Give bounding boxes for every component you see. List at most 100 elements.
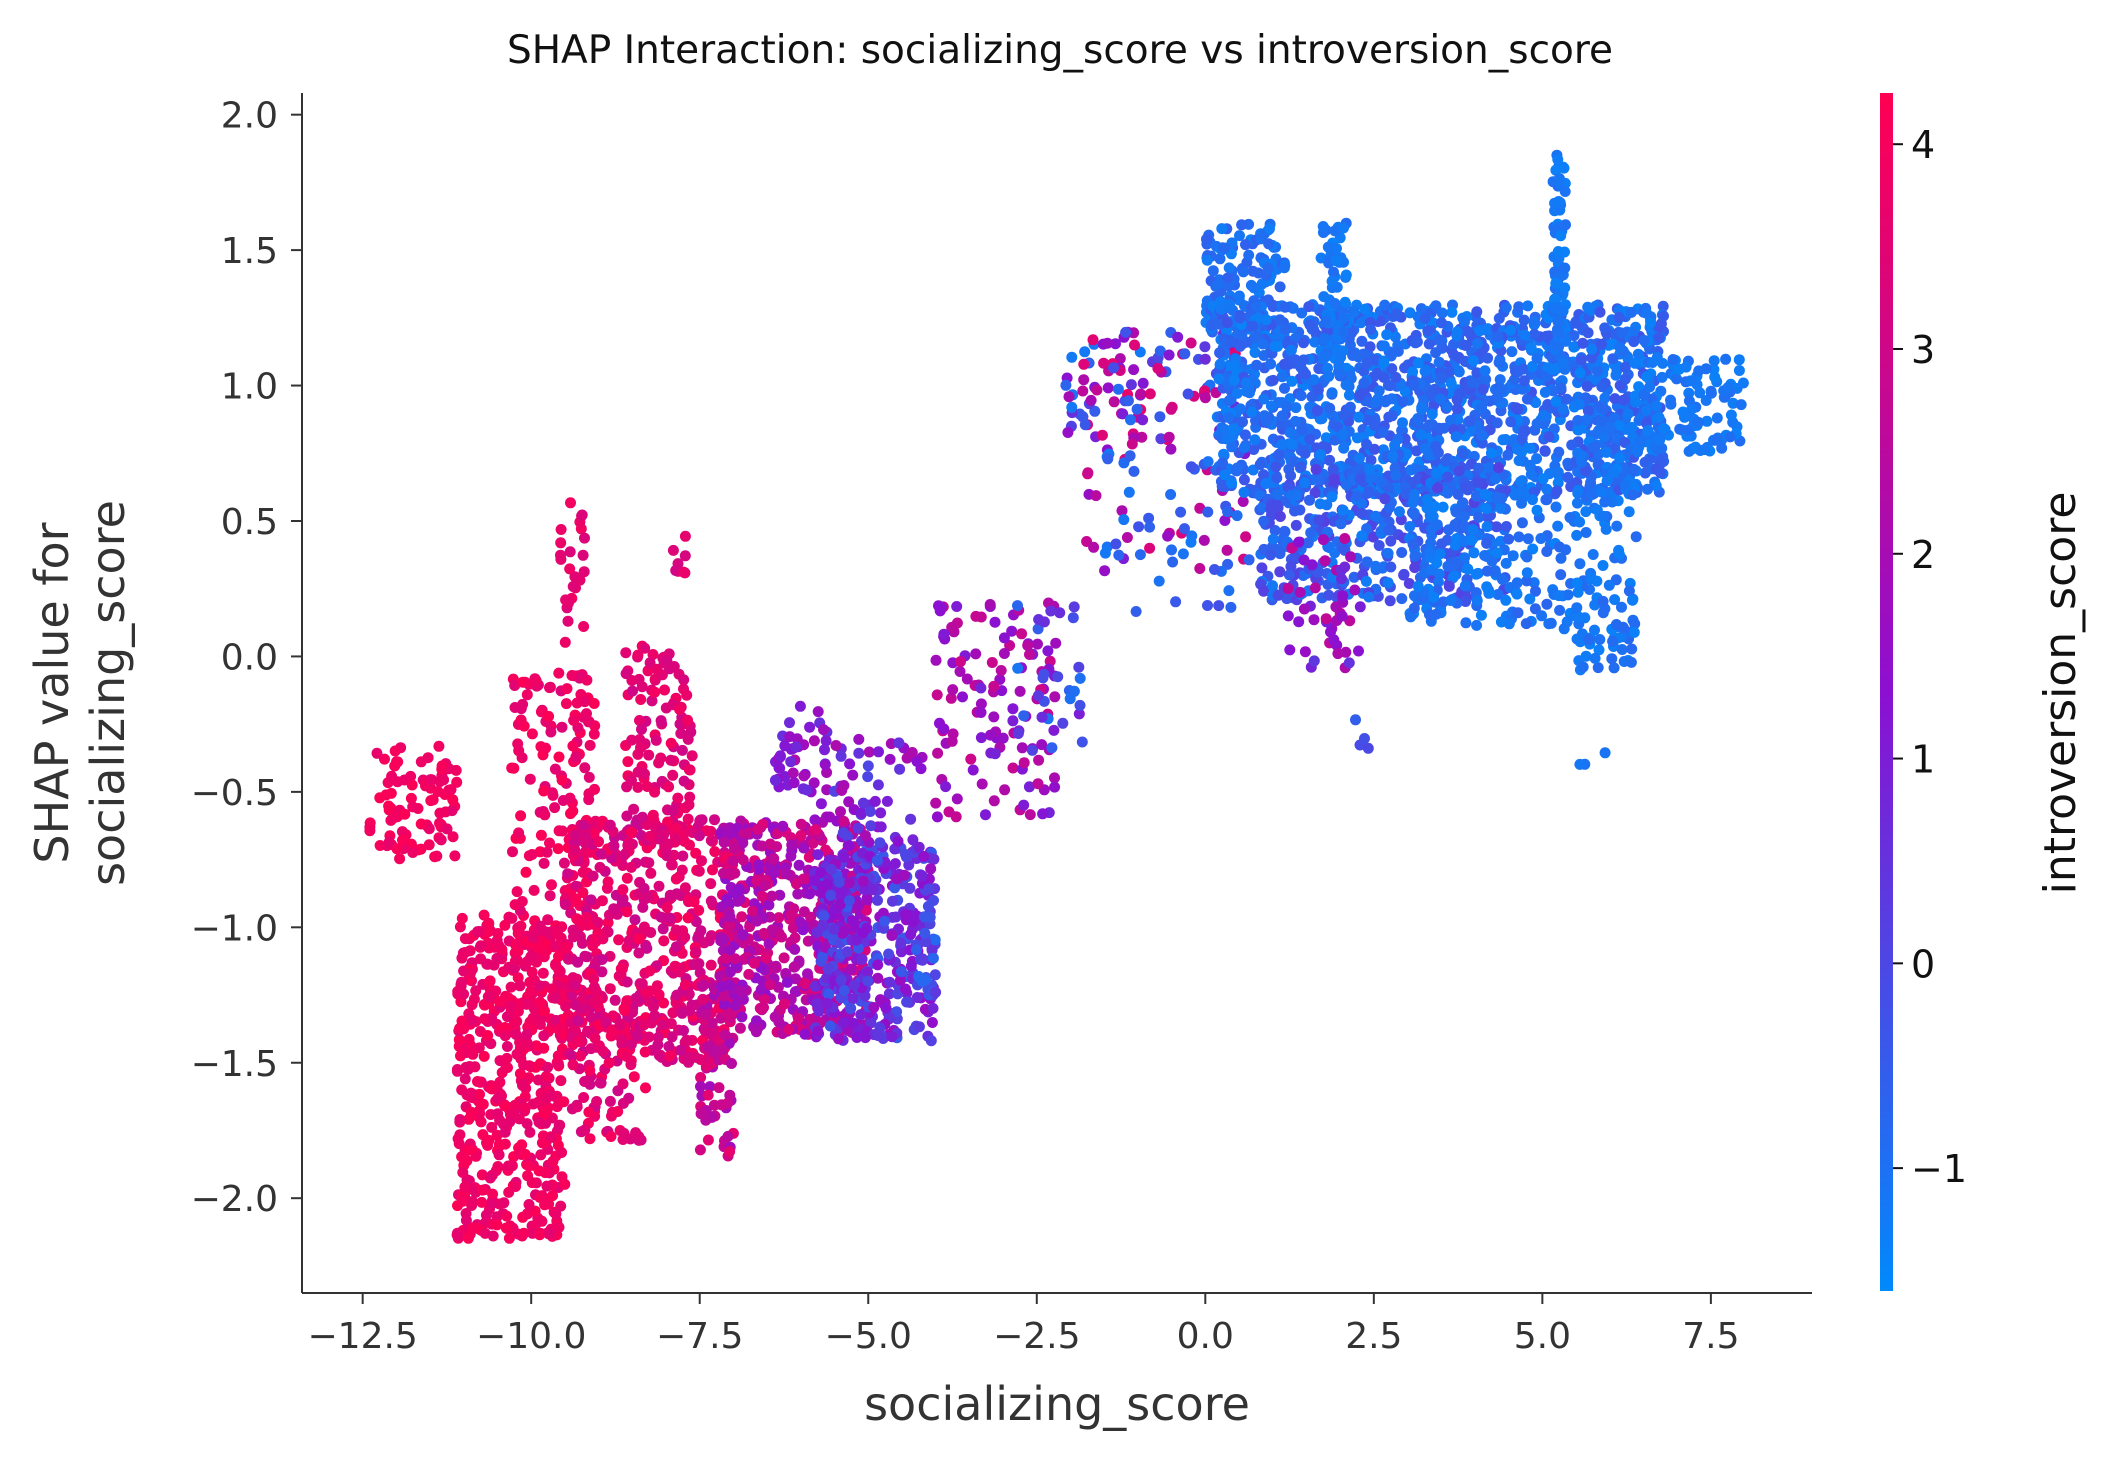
data-point bbox=[478, 909, 490, 921]
data-point bbox=[1641, 307, 1652, 319]
data-point bbox=[883, 948, 895, 960]
data-point bbox=[1311, 405, 1323, 417]
data-point bbox=[773, 762, 785, 774]
data-point bbox=[592, 917, 604, 928]
data-point bbox=[925, 863, 937, 875]
data-point bbox=[579, 1076, 591, 1087]
data-point bbox=[756, 840, 768, 852]
data-point bbox=[658, 935, 670, 947]
data-point bbox=[769, 774, 781, 786]
data-point bbox=[846, 915, 858, 927]
data-point bbox=[1423, 338, 1435, 350]
data-point bbox=[1085, 394, 1097, 406]
data-point bbox=[1274, 511, 1286, 522]
data-point bbox=[617, 884, 629, 896]
data-point bbox=[867, 884, 879, 896]
data-point bbox=[578, 566, 590, 578]
data-point bbox=[747, 905, 759, 917]
data-point bbox=[511, 886, 523, 898]
data-point bbox=[1179, 348, 1191, 360]
data-point bbox=[1284, 427, 1296, 438]
data-point bbox=[652, 1032, 664, 1043]
data-point bbox=[1265, 549, 1276, 561]
data-point bbox=[579, 532, 590, 544]
data-point bbox=[1295, 390, 1307, 402]
data-point bbox=[1289, 415, 1301, 427]
data-point bbox=[636, 681, 648, 693]
data-point bbox=[817, 920, 829, 932]
data-point bbox=[702, 1134, 714, 1146]
data-point bbox=[527, 932, 539, 944]
data-point bbox=[1153, 575, 1165, 587]
data-point bbox=[535, 829, 547, 841]
data-point bbox=[1397, 417, 1408, 429]
data-point bbox=[618, 849, 630, 861]
data-point bbox=[938, 628, 950, 640]
data-point bbox=[435, 834, 447, 846]
data-point bbox=[578, 819, 590, 831]
data-point bbox=[1596, 381, 1608, 393]
data-point bbox=[396, 826, 408, 838]
data-point bbox=[458, 988, 470, 1000]
chart-title: SHAP Interaction: socializing_score vs i… bbox=[507, 28, 1613, 73]
data-point bbox=[609, 994, 621, 1006]
data-point bbox=[975, 682, 987, 694]
data-point bbox=[927, 1002, 939, 1014]
data-point bbox=[383, 800, 395, 812]
data-point bbox=[798, 873, 809, 885]
data-point bbox=[452, 1227, 463, 1239]
data-point bbox=[555, 524, 567, 535]
data-point bbox=[733, 883, 745, 895]
data-point bbox=[1231, 510, 1243, 522]
data-point bbox=[383, 836, 395, 848]
data-point bbox=[1133, 521, 1145, 533]
data-point bbox=[1082, 467, 1094, 479]
data-point bbox=[579, 837, 591, 849]
data-point bbox=[1436, 317, 1447, 329]
data-point bbox=[643, 857, 655, 869]
data-point bbox=[778, 952, 790, 964]
data-point bbox=[407, 847, 419, 858]
data-point bbox=[1032, 778, 1044, 790]
data-point bbox=[583, 716, 594, 728]
data-point bbox=[1250, 300, 1262, 312]
data-point bbox=[636, 723, 647, 735]
data-point bbox=[456, 952, 468, 964]
data-point bbox=[1018, 757, 1030, 769]
data-point bbox=[724, 1146, 736, 1157]
data-point bbox=[1298, 337, 1309, 349]
data-point bbox=[835, 806, 846, 818]
data-point bbox=[464, 967, 476, 979]
data-point bbox=[1394, 506, 1405, 518]
data-point bbox=[647, 809, 659, 821]
data-point bbox=[887, 895, 898, 907]
data-point bbox=[735, 985, 747, 997]
data-point bbox=[1237, 266, 1249, 278]
data-point bbox=[1226, 477, 1238, 489]
data-point bbox=[1436, 372, 1448, 384]
data-point bbox=[511, 1015, 523, 1027]
data-point bbox=[1077, 385, 1089, 397]
data-point bbox=[526, 849, 538, 860]
data-point bbox=[1066, 401, 1078, 413]
data-point bbox=[1619, 373, 1631, 385]
data-point bbox=[644, 657, 656, 669]
data-point bbox=[865, 820, 877, 832]
data-point bbox=[579, 1124, 591, 1136]
data-point bbox=[635, 694, 647, 705]
data-point bbox=[555, 537, 567, 549]
data-point bbox=[1310, 464, 1322, 475]
data-point bbox=[1494, 374, 1506, 386]
data-point bbox=[570, 999, 581, 1011]
data-point bbox=[399, 808, 411, 820]
data-point bbox=[825, 864, 837, 875]
data-point bbox=[454, 1022, 466, 1034]
data-point bbox=[1099, 565, 1111, 577]
data-point bbox=[533, 1116, 545, 1128]
data-point bbox=[501, 1052, 513, 1064]
data-point bbox=[1370, 560, 1382, 572]
data-point bbox=[466, 1196, 478, 1207]
data-point bbox=[1473, 462, 1485, 474]
data-point bbox=[1552, 466, 1564, 478]
data-point bbox=[655, 833, 666, 845]
